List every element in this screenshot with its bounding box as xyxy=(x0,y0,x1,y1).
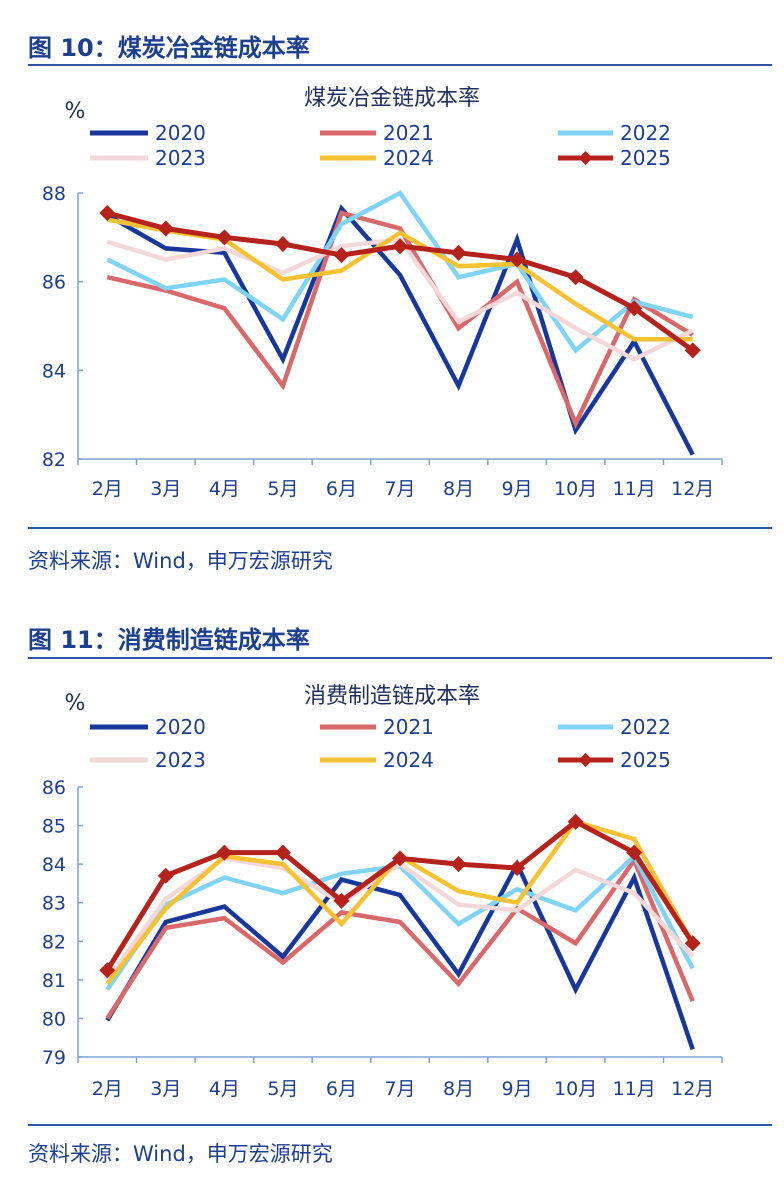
data-point-2025 xyxy=(333,892,350,909)
y-tick-label: 83 xyxy=(42,893,66,915)
series-line-2022 xyxy=(106,190,694,354)
figure-11-title: 图 11：消费制造链成本率 xyxy=(28,626,310,654)
y-tick-label: 79 xyxy=(42,1047,66,1069)
data-point-2025 xyxy=(99,204,116,221)
x-tick-label: 5月 xyxy=(267,478,298,500)
x-tick-label: 9月 xyxy=(502,478,533,500)
legend-marker-2025 xyxy=(578,753,593,767)
series-line-2023 xyxy=(105,856,695,982)
chart-consumer-manufacturing: 消费制造链成本率% 2020 2021 2022 2023 2024 2025 79 80 81 8… xyxy=(42,684,723,1100)
data-point-2025 xyxy=(567,813,584,830)
figure-11-source: 资料来源：Wind，申万宏源研究 xyxy=(28,1142,333,1166)
y-tick-label: 88 xyxy=(42,183,66,205)
y-tick-label: 81 xyxy=(42,970,66,992)
x-tick-label: 2月 xyxy=(92,478,123,500)
x-tick-label: 12月 xyxy=(671,1078,714,1100)
y-tick-label: 85 xyxy=(42,816,66,838)
legend-label-2020: 2020 xyxy=(155,715,206,739)
legend-label-2022: 2022 xyxy=(620,715,671,739)
data-point-2025 xyxy=(626,300,643,317)
x-tick-label: 5月 xyxy=(267,1078,298,1100)
legend-marker-2025 xyxy=(578,151,593,165)
data-point-2025 xyxy=(684,342,701,359)
data-point-2025 xyxy=(274,844,291,861)
data-point-2025 xyxy=(157,220,174,237)
data-point-2025 xyxy=(157,867,174,884)
legend-label-2023: 2023 xyxy=(155,146,206,170)
x-tick-label: 9月 xyxy=(502,1078,533,1100)
legend-label-2023: 2023 xyxy=(155,748,206,772)
x-tick-label: 11月 xyxy=(613,478,656,500)
source-rule xyxy=(28,1124,772,1126)
legend-label-2025: 2025 xyxy=(620,146,671,170)
data-point-2025 xyxy=(450,856,467,873)
y-tick-label: 82 xyxy=(42,449,66,471)
figure-10-title: 图 10：煤炭冶金链成本率 xyxy=(28,34,310,62)
x-tick-label: 8月 xyxy=(443,1078,474,1100)
y-tick-label: 86 xyxy=(42,777,66,799)
data-point-2025 xyxy=(567,269,584,286)
data-point-2025 xyxy=(450,244,467,261)
x-tick-label: 4月 xyxy=(209,478,240,500)
data-point-2025 xyxy=(99,962,116,979)
title-rule xyxy=(28,64,772,66)
data-point-2025 xyxy=(392,850,408,867)
x-tick-label: 12月 xyxy=(671,478,714,500)
x-tick-label: 7月 xyxy=(384,1078,415,1100)
data-point-2025 xyxy=(216,844,233,861)
title-rule xyxy=(28,657,772,659)
x-tick-label: 10月 xyxy=(554,478,597,500)
x-tick-label: 6月 xyxy=(326,1078,357,1100)
legend-label-2024: 2024 xyxy=(383,146,434,170)
source-rule xyxy=(28,527,772,529)
chart-coal-metallurgy: 煤炭冶金链成本率% 2020 2021 2022 2023 2024 2025 82 84 86 8… xyxy=(42,86,723,500)
y-tick-label: 84 xyxy=(42,360,66,382)
x-tick-label: 10月 xyxy=(554,1078,597,1100)
legend-label-2021: 2021 xyxy=(383,715,434,739)
y-axis-unit: % xyxy=(65,99,86,124)
data-point-2025 xyxy=(392,238,408,255)
series-line-2021 xyxy=(105,855,695,1020)
data-point-2025 xyxy=(333,247,350,264)
x-tick-label: 2月 xyxy=(92,1078,123,1100)
legend-label-2020: 2020 xyxy=(155,121,206,145)
chart-title: 消费制造链成本率 xyxy=(304,684,480,709)
data-point-2025 xyxy=(684,935,701,952)
x-tick-label: 3月 xyxy=(150,478,181,500)
x-tick-label: 11月 xyxy=(613,1078,656,1100)
data-point-2025 xyxy=(274,235,291,252)
y-axis-unit: % xyxy=(65,691,86,716)
data-point-2025 xyxy=(216,229,233,246)
y-tick-label: 84 xyxy=(42,854,66,876)
legend-label-2024: 2024 xyxy=(383,748,434,772)
data-point-2025 xyxy=(509,251,526,268)
legend-label-2025: 2025 xyxy=(620,748,671,772)
chart-title: 煤炭冶金链成本率 xyxy=(304,86,480,111)
y-tick-label: 80 xyxy=(42,1008,66,1030)
y-tick-label: 82 xyxy=(42,931,66,953)
series-line-2020 xyxy=(105,859,695,1051)
x-tick-label: 3月 xyxy=(150,1078,181,1100)
series-line-2021 xyxy=(106,210,694,430)
legend-label-2022: 2022 xyxy=(620,121,671,145)
y-tick-label: 86 xyxy=(42,272,66,294)
x-tick-label: 4月 xyxy=(209,1078,240,1100)
legend-label-2021: 2021 xyxy=(383,121,434,145)
x-tick-label: 6月 xyxy=(326,478,357,500)
data-point-2025 xyxy=(626,844,643,861)
x-tick-label: 7月 xyxy=(384,478,415,500)
data-point-2025 xyxy=(509,860,526,876)
x-tick-label: 8月 xyxy=(443,478,474,500)
figure-10-source: 资料来源：Wind，申万宏源研究 xyxy=(28,549,333,573)
